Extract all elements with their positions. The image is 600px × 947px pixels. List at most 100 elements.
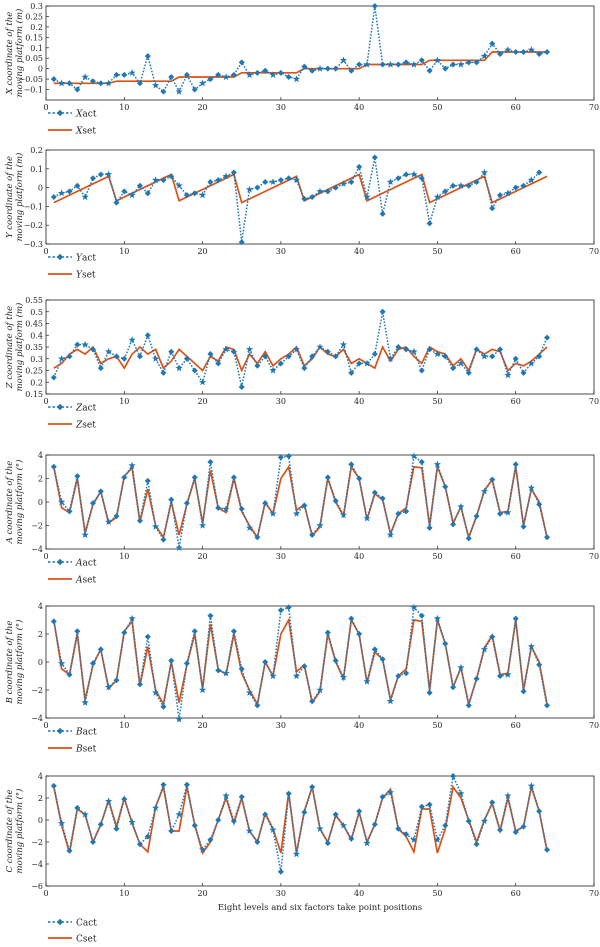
series-act-point (89, 175, 96, 182)
plot-frame (45, 454, 595, 550)
series-act-point (175, 544, 183, 551)
series-set-line (52, 783, 548, 855)
series-act-point (58, 79, 66, 87)
series-act-point (520, 182, 527, 189)
legend-act-marker (56, 918, 64, 926)
series-act-point (183, 192, 190, 199)
series-act-point (74, 473, 81, 480)
series-act-point (403, 59, 410, 66)
y-tick-label: 0.55 (25, 296, 43, 305)
series-act-point (324, 348, 331, 355)
series-act-point (245, 185, 254, 193)
series-act-point (269, 672, 277, 680)
series-act-point (426, 524, 433, 531)
series-act-point (74, 86, 81, 93)
series-act-point (207, 178, 214, 185)
series-act-point (371, 3, 378, 9)
y-axis-label-line: Y coordinate of the (5, 156, 15, 238)
series-act-point (191, 474, 198, 481)
series-act-point (465, 535, 472, 542)
series-act-point (113, 677, 120, 684)
series-act-point (292, 509, 301, 517)
series-act-point (168, 173, 175, 180)
y-tick-label: 0 (38, 498, 43, 507)
series-act-point (473, 513, 480, 520)
series-act-point (410, 603, 418, 611)
series-act-point (426, 67, 433, 74)
x-tick-label: 20 (197, 889, 207, 898)
series-act-point (410, 836, 418, 843)
series-act-point (418, 367, 425, 374)
series-act-point (238, 383, 245, 390)
x-tick-label: 40 (354, 397, 364, 406)
y-tick-label: 0.25 (25, 12, 43, 21)
legend-italic: Y (76, 254, 83, 264)
series-act-point (121, 474, 128, 481)
series-act-point (520, 369, 527, 376)
series-act-point (292, 176, 301, 184)
plot-frame (45, 149, 595, 245)
legend-set-label: Aset (75, 576, 96, 586)
series-act-point (168, 74, 175, 81)
series-act-point (66, 847, 73, 854)
series-act-point (386, 354, 395, 362)
series-act-point (536, 501, 543, 508)
legend-set-label: Xset (75, 127, 96, 137)
series-act-point (144, 477, 151, 484)
series-act-point (58, 354, 66, 362)
series-act-point (527, 46, 535, 53)
series-act-point (50, 374, 57, 381)
series-act-point (316, 343, 324, 351)
legend-italic: B (75, 745, 83, 755)
y-tick-label: −2 (31, 522, 43, 531)
y-axis-label-line: A coordinate of the (5, 461, 15, 545)
plot-frame (45, 605, 595, 719)
series-act-point (238, 666, 245, 672)
y-axis-label-line: moving platform (°) (14, 789, 25, 874)
y-tick-label: −4 (31, 860, 43, 869)
series-act-point (309, 194, 316, 200)
y-axis-label-line: C coordinate of the (5, 790, 15, 873)
series-act-point (277, 177, 284, 184)
y-tick-label: −4 (31, 714, 43, 723)
series-act-point (89, 500, 96, 507)
series-act-point (168, 496, 175, 503)
series-act-point (379, 308, 386, 315)
series-act-point (152, 354, 160, 362)
legend-act-marker (56, 109, 64, 117)
series-act-line (53, 157, 540, 243)
series-act-point (504, 508, 512, 516)
legend-italic: B (75, 728, 83, 738)
series-act-point (222, 505, 230, 513)
series-act-point (527, 484, 535, 491)
y-axis-label-line: moving platform (m) (14, 9, 25, 98)
series-act-point (410, 170, 418, 178)
x-tick-label: 70 (589, 721, 599, 730)
series-act-point (403, 508, 410, 515)
legend-set-label: Yset (76, 271, 96, 281)
series-act-point (363, 60, 371, 68)
series-act-point (512, 184, 519, 191)
series-act-point (152, 804, 160, 811)
series-act-point (168, 828, 175, 834)
series-act-point (356, 360, 363, 367)
series-act-point (81, 340, 89, 348)
series-act-point (50, 618, 57, 625)
legend-rest: act (82, 404, 96, 414)
series-act-point (215, 667, 222, 674)
y-tick-label: 0 (38, 65, 43, 74)
series-act-point (285, 175, 292, 182)
y-tick-label: 0.3 (30, 2, 43, 11)
legend-italic: A (75, 576, 83, 586)
series-act-point (356, 163, 363, 170)
x-tick-label: 10 (119, 889, 129, 898)
series-act-point (97, 821, 104, 828)
y-tick-label: −2 (31, 686, 43, 695)
x-tick-label: 40 (354, 103, 364, 112)
series-act-point (316, 686, 324, 694)
legend-act-label: Cact (76, 919, 97, 929)
series-act-point (324, 65, 331, 72)
series-act-point (324, 474, 331, 481)
series-act-point (332, 497, 339, 504)
series-act-point (50, 76, 57, 83)
